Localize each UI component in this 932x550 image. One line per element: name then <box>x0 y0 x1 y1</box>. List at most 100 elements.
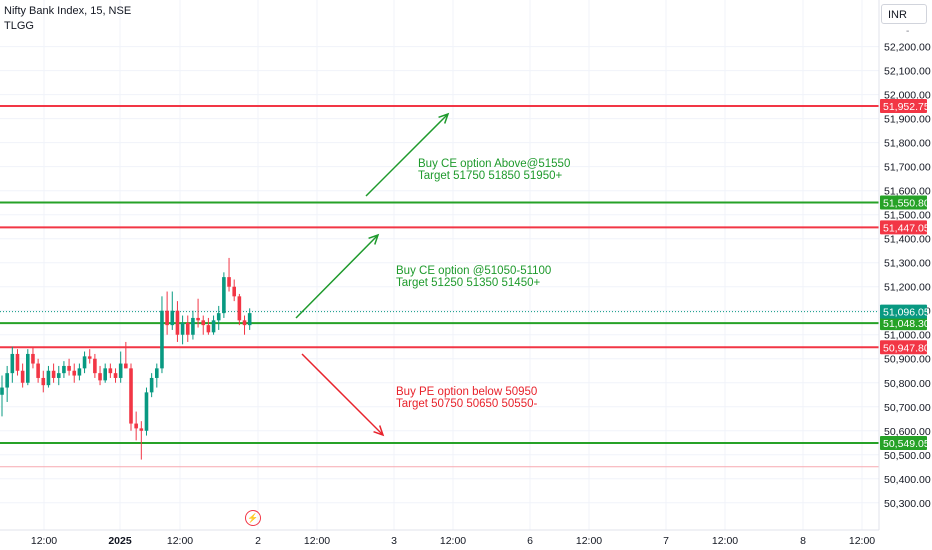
candle-body <box>67 365 71 371</box>
x-tick-label: 12:00 <box>440 535 466 547</box>
x-tick-label: 12:00 <box>576 535 602 547</box>
price-tag <box>880 340 927 355</box>
candle-body <box>170 310 175 326</box>
candle-body <box>93 358 97 374</box>
x-tick-label: 6 <box>527 535 533 547</box>
y-tick-label: 52,000.00 <box>884 90 931 102</box>
price-tag-label: 50,549.05 <box>883 438 930 450</box>
candle-body <box>149 377 154 393</box>
candle-body <box>82 356 87 369</box>
candle-body <box>206 325 211 333</box>
y-tick-label: 52,100.00 <box>884 66 931 78</box>
candle-body <box>62 365 66 374</box>
candle-body <box>41 377 46 386</box>
candle-body <box>108 368 113 374</box>
candle-body <box>87 356 92 359</box>
y-tick-label: 50,900.00 <box>884 354 931 366</box>
candle-body <box>113 373 118 378</box>
annotation-line2: Target 51750 51850 51950+ <box>418 170 562 182</box>
annotation-line1: Buy CE option Above@51550 <box>418 158 570 170</box>
price-tag-label: 51,048.30 <box>883 318 930 330</box>
price-levels <box>0 105 879 444</box>
candle-body <box>103 368 107 381</box>
candle-body <box>201 320 206 326</box>
candle-body <box>72 370 77 376</box>
candle-body <box>36 363 40 378</box>
price-tag <box>880 220 927 235</box>
chart-grid <box>0 0 879 530</box>
candle-body <box>98 373 102 381</box>
candle-body <box>237 296 242 321</box>
lightning-icon[interactable]: ⚡ <box>245 510 261 526</box>
x-tick-label: 7 <box>663 535 669 547</box>
price-tag-label: 51,447.05 <box>883 222 930 234</box>
y-tick-label: 51,000.00 <box>884 330 931 342</box>
y-tick-label: 50,600.00 <box>884 426 931 438</box>
y-tick-label: 51,700.00 <box>884 162 931 174</box>
y-tick-label: 50,700.00 <box>884 402 931 414</box>
candle-body <box>77 368 82 376</box>
annotation-line2: Target 51250 51350 51450+ <box>396 277 540 289</box>
price-axis: 50,300.00 50,400.00 50,500.00 50,600.00 50,7… <box>878 0 931 530</box>
arrow-head <box>368 233 380 245</box>
candle-body <box>222 277 226 314</box>
y-tick-label: 51,400.00 <box>884 234 931 246</box>
candle-body <box>31 353 35 364</box>
arrow-shaft <box>301 353 384 436</box>
price-tag <box>880 304 927 319</box>
candle-body <box>155 368 159 378</box>
candle-body <box>0 387 4 395</box>
x-tick-label: 12:00 <box>304 535 330 547</box>
arrow-head <box>373 425 385 437</box>
candle-body <box>46 370 51 386</box>
chart-title: Nifty Bank Index, 15, NSE <box>4 5 132 17</box>
candle-body <box>10 353 15 374</box>
price-tag-label: 50,947.80 <box>883 342 930 354</box>
candle-body <box>20 370 25 383</box>
price-tag <box>880 195 927 210</box>
candle-body <box>196 317 200 321</box>
candle-body <box>160 310 164 369</box>
trend-arrows <box>295 112 450 437</box>
candle-body <box>175 310 180 335</box>
candle-body <box>216 313 221 321</box>
annotation-line1: Buy CE option @51050-51100 <box>396 265 551 277</box>
candle-body <box>124 363 128 369</box>
x-tick-label: 12:00 <box>31 535 57 547</box>
x-tick-label: 8 <box>800 535 806 547</box>
x-tick-label: 12:00 <box>712 535 738 547</box>
time-axis: 12:00 2025 12:00 2 12:00 3 12:00 6 12:00 7 12:00 8 1… <box>0 529 879 547</box>
currency-selector[interactable]: INR <box>881 4 927 24</box>
candle-body <box>227 277 231 287</box>
arrow-head <box>438 112 450 124</box>
y-tick-label: 50,800.00 <box>884 378 931 390</box>
y-tick-label: 51,900.00 <box>884 114 931 126</box>
annotation-line2: Target 50750 50650 50550- <box>396 398 537 410</box>
candle-body <box>51 370 56 378</box>
currency-dash: - <box>906 26 910 37</box>
candlesticks <box>0 257 252 460</box>
y-tick-label: 52,200.00 <box>884 42 931 54</box>
candle-body <box>165 310 169 326</box>
price-tag <box>880 99 927 113</box>
candle-body <box>247 313 252 326</box>
candle-body <box>134 423 138 429</box>
y-tick-label: 51,300.00 <box>884 258 931 270</box>
y-tick-label: 50,300.00 <box>884 498 931 510</box>
candle-body <box>144 392 149 431</box>
price-level-tags: 51,952.75 51,550.80 51,447.05 51,048.30 50,9… <box>880 99 930 450</box>
candle-body <box>56 373 61 378</box>
arrow-shaft <box>365 113 449 197</box>
x-tick-label: 3 <box>391 535 397 547</box>
candle-body <box>185 322 190 335</box>
price-tag-label: 51,096.05 <box>883 307 930 319</box>
candle-body <box>180 322 185 335</box>
candle-body <box>5 373 9 388</box>
x-tick-label: 12:00 <box>167 535 193 547</box>
y-tick-label: 51,500.00 <box>884 210 931 222</box>
candle-body <box>191 317 195 335</box>
candle-body <box>15 353 20 371</box>
price-tag <box>880 316 927 331</box>
